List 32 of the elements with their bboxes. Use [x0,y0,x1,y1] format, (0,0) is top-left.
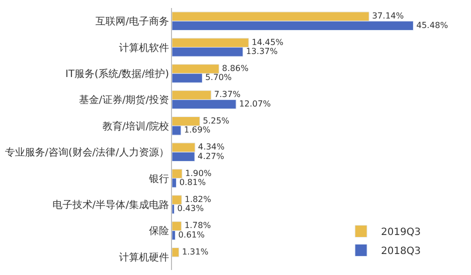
y-tick-label: 计算机软件 [119,42,169,54]
y-tick-label: IT服务(系统/数据/维护) [65,68,170,80]
data-label: 1.82% [184,194,212,204]
data-label: 5.25% [202,115,230,126]
legend-label: 2019Q3 [381,227,421,238]
data-label: 1.69% [184,124,211,135]
data-label: 1.31% [182,246,209,256]
data-label: 13.37% [246,46,278,56]
data-label: 4.27% [198,150,224,161]
data-label: 0.43% [177,203,204,214]
data-label: 12.07% [239,98,271,108]
data-label: 37.14% [372,10,404,21]
bar [172,247,180,258]
data-label: 8.86% [222,63,249,73]
data-label: 7.37% [214,89,241,100]
y-tick-label: 电子技术/半导体/集成电路 [52,199,169,211]
data-label: 14.45% [252,36,284,47]
data-label: 0.81% [179,176,206,187]
legend-label: 2018Q3 [381,246,421,258]
data-label: 5.70% [205,72,232,82]
y-tick-label: 计算机硬件 [119,251,169,264]
y-tick-label: 保险 [149,225,169,238]
y-tick-label: 专业服务/咨询(财会/法律/人力资源） [4,146,169,159]
data-label: 45.48% [416,20,448,30]
data-label: 4.34% [198,142,225,152]
y-tick-label: 基金/证券/期货/投资 [78,94,169,106]
data-label: 0.61% [178,229,205,240]
data-label: 1.90% [185,168,212,178]
y-tick-label: 教育/培训/院校 [102,120,169,132]
y-tick-label: 银行 [148,174,169,185]
y-tick-label: 互联网/电子商务 [96,16,169,28]
data-label: 1.78% [184,220,211,230]
